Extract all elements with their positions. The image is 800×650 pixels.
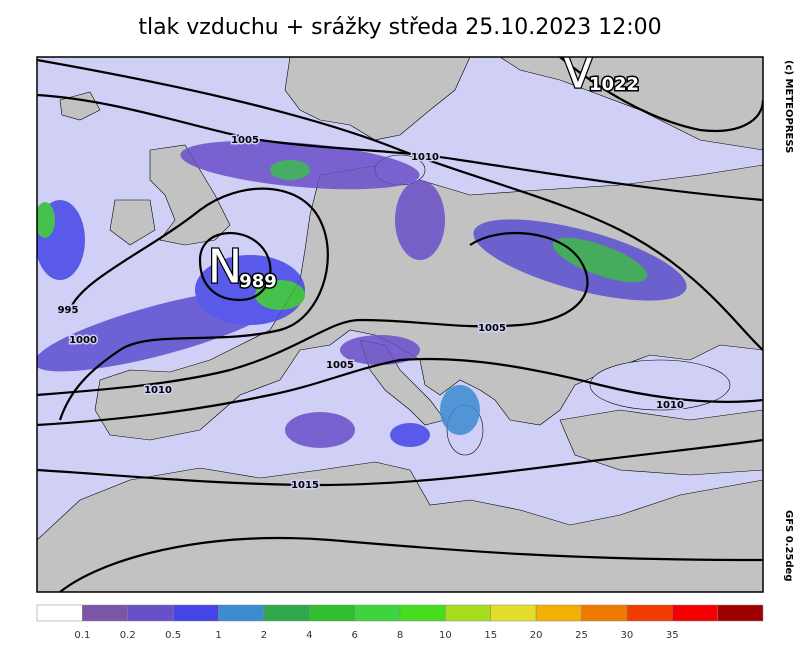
- isobar: [37, 58, 763, 351]
- isobar-label: 1005: [326, 360, 354, 371]
- colorbar-label: 1: [215, 630, 221, 641]
- precip-area: [395, 180, 445, 260]
- pressure-center-letter: N: [208, 240, 242, 294]
- colorbar-swatch: [490, 604, 537, 622]
- colorbar-label: 30: [621, 630, 634, 641]
- isobar-label: 995: [58, 305, 79, 316]
- pressure-center-letter: V: [562, 45, 594, 99]
- map-frame: [36, 56, 764, 593]
- black-sea: [589, 359, 731, 411]
- precip-area: [390, 423, 430, 447]
- colorbar-swatch: [535, 604, 582, 622]
- colorbar-label: 0.2: [120, 630, 136, 641]
- isobar-label: 1005: [231, 135, 259, 146]
- precip-area: [285, 412, 355, 448]
- precip-area: [552, 237, 648, 283]
- isobar-label: 1010: [656, 400, 684, 411]
- model-text: GFS 0.25deg: [783, 510, 794, 582]
- colorbar-label: 20: [530, 630, 543, 641]
- precip-area: [255, 280, 305, 310]
- colorbar-swatch: [172, 604, 219, 622]
- isobar-label: 1015: [291, 480, 319, 491]
- credit-text: (c) METEOPRESS: [783, 60, 794, 153]
- isobar: [37, 231, 589, 397]
- isobar-label: 1010: [411, 152, 439, 163]
- colorbar-label: 6: [351, 630, 357, 641]
- precip-area: [340, 335, 420, 365]
- isobar: [37, 357, 763, 427]
- colorbar-swatch: [354, 604, 401, 622]
- isobar: [37, 93, 763, 202]
- colorbar-swatch: [717, 604, 764, 622]
- precip-area: [37, 202, 55, 238]
- colorbar-label: 35: [666, 630, 679, 641]
- isobar: [37, 438, 763, 487]
- ireland: [109, 199, 156, 246]
- colorbar-swatch: [309, 604, 355, 622]
- isobars: [37, 57, 763, 592]
- colorbar-label: 10: [439, 630, 452, 641]
- isobar-label: 1000: [69, 335, 97, 346]
- colorbar-swatch: [82, 604, 128, 622]
- colorbar-swatch: [36, 604, 83, 622]
- isobar: [59, 536, 763, 592]
- africa: [37, 461, 763, 592]
- precip-area: [440, 385, 480, 435]
- isobar-label: 1010: [144, 385, 172, 396]
- colorbar: 0.1 0.2 0.5 1 2 4 6 8 10 15 20 25 30 35: [36, 604, 764, 641]
- isobar-label: 1005: [478, 323, 506, 334]
- map-title: tlak vzduchu + srážky středa 25.10.2023 …: [138, 15, 661, 40]
- colorbar-label: 15: [484, 630, 497, 641]
- precipitation: [37, 140, 687, 448]
- colorbar-swatch: [218, 604, 265, 622]
- pressure-center-value: 989: [239, 271, 277, 292]
- isobar: [559, 57, 763, 133]
- colorbar-swatch: [399, 604, 446, 622]
- isobar: [198, 231, 272, 302]
- colorbar-label: 8: [397, 630, 403, 641]
- colorbar-label: 2: [261, 630, 267, 641]
- pressure-center-value: 1022: [589, 74, 639, 95]
- colorbar-label: 0.5: [165, 630, 181, 641]
- colorbar-swatch: [263, 604, 310, 622]
- colorbar-label: 0.1: [74, 630, 90, 641]
- precip-area: [270, 160, 310, 180]
- colorbar-swatch: [445, 604, 491, 622]
- colorbar-swatch: [581, 604, 628, 622]
- colorbar-swatch: [672, 604, 718, 622]
- colorbar-swatch: [626, 604, 673, 622]
- colorbar-swatch: [127, 604, 174, 622]
- colorbar-label: 25: [575, 630, 588, 641]
- colorbar-label: 4: [306, 630, 312, 641]
- isobar: [58, 187, 329, 421]
